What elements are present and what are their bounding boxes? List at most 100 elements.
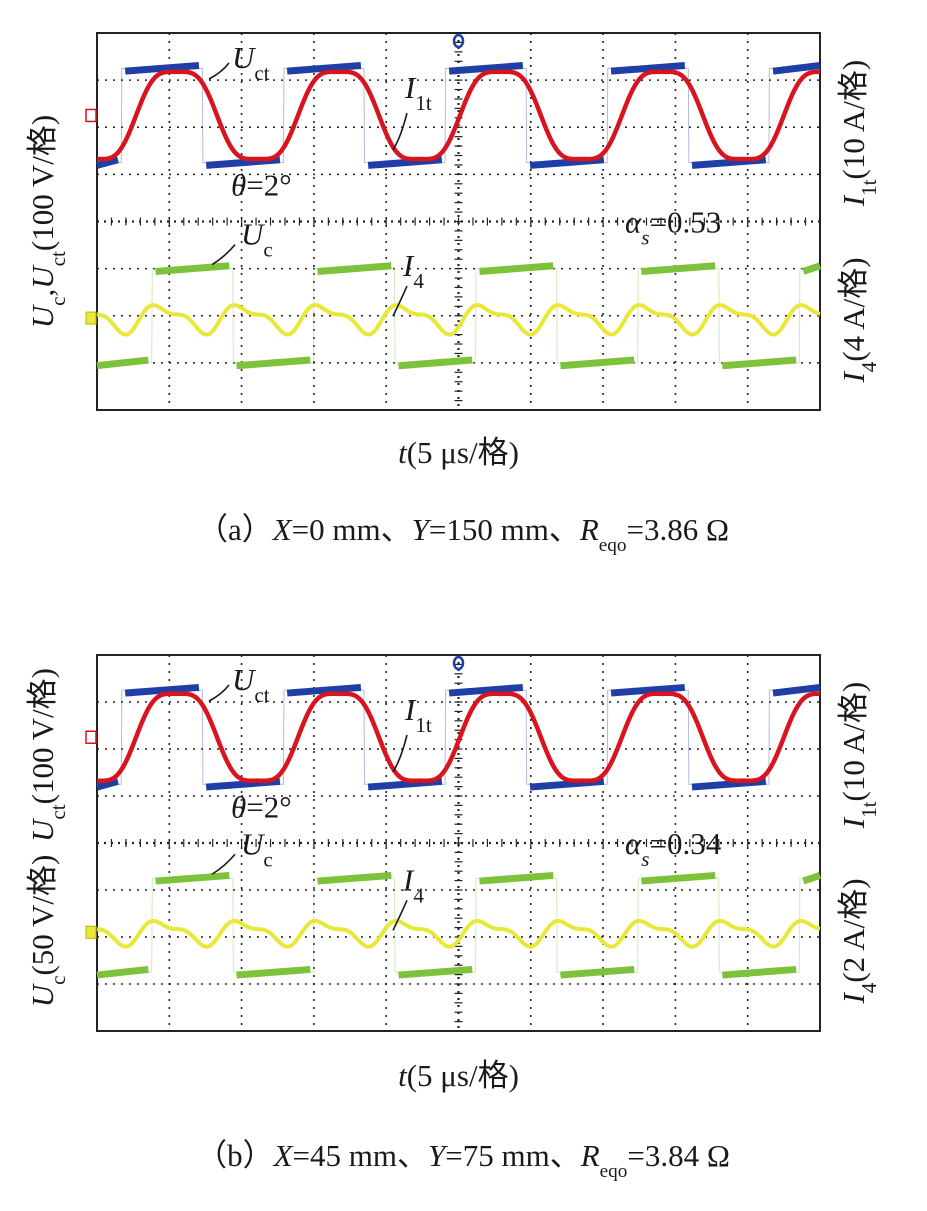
right-axis-label-upper: I1t(10 A/格): [836, 682, 881, 829]
right-axis-label-lower-part: (2 A/格): [836, 878, 871, 982]
trace-i1t: [95, 691, 822, 783]
label-i4: I4: [402, 862, 424, 907]
caption-part: =75 mm、: [445, 1138, 580, 1173]
trace-i4: [95, 303, 822, 337]
grid: [96, 654, 821, 1032]
caption-part: =3.84 Ω: [627, 1138, 730, 1173]
caption-part: X: [271, 512, 293, 547]
label-i4: I4: [402, 248, 424, 293]
label-uc-part: c: [263, 238, 272, 262]
caption-part: =150 mm、: [429, 512, 580, 547]
caption: （a）X=0 mm、Y=150 mm、Reqo=3.86 Ω: [197, 512, 729, 556]
left-axis-label: Uc,Uct(100 V/格): [25, 115, 70, 328]
alpha-subscript: s: [641, 226, 649, 250]
theta-symbol: θ: [231, 168, 246, 203]
alpha-subscript: s: [641, 847, 649, 871]
label-uct-part: ct: [254, 683, 269, 707]
caption-part: （a）: [197, 512, 273, 547]
left-axis-label-part: ,: [25, 289, 60, 297]
leader-uct: [208, 62, 230, 80]
label-uct-part: U: [232, 40, 257, 75]
label-i4-part: 4: [413, 883, 424, 907]
left-axis-label-upper: Uct(100 V/格): [25, 668, 70, 842]
right-axis-label-upper-part: 1t: [857, 179, 881, 196]
label-uct-part: ct: [254, 61, 269, 85]
channel-marker-red: [85, 108, 97, 123]
caption-part: =3.86 Ω: [627, 512, 730, 547]
right-axis-label-upper-part: I: [836, 816, 871, 829]
label-i1t-part: I: [404, 692, 417, 727]
theta-label: θ=2°: [231, 789, 292, 824]
right-axis-label-lower-part: (4 A/格): [836, 257, 871, 361]
label-uc: Uc: [241, 217, 273, 262]
alpha-label: αs=0.34: [625, 826, 722, 871]
theta-value: =2°: [246, 168, 291, 203]
channel-marker-yellow: [85, 311, 97, 325]
leader-i1t: [392, 734, 408, 773]
caption-part: =0 mm、: [292, 512, 412, 547]
right-axis-label-lower: I4(2 A/格): [836, 878, 881, 1004]
x-axis-unit: (5 μs/格): [407, 435, 519, 470]
trace-uc: [96, 262, 822, 370]
x-axis-label: t(5 μs/格): [398, 1058, 519, 1093]
right-axis-label-lower-part: I: [836, 992, 871, 1005]
trace-i4: [95, 918, 822, 949]
left-axis-label-part: U: [25, 264, 60, 289]
label-uc-part: U: [241, 826, 266, 861]
caption-part: X: [272, 1138, 294, 1173]
right-axis-label-upper-part: I: [836, 194, 871, 207]
alpha-symbol: α: [625, 826, 642, 861]
left-axis-label-part: c: [46, 296, 70, 305]
alpha-value: =0.34: [649, 826, 721, 861]
channel-marker-red: [85, 730, 97, 744]
left-axis-label-upper-part: ct: [46, 804, 70, 819]
caption-part: Y: [428, 1138, 448, 1173]
right-axis-label-upper-part: (10 A/格): [836, 60, 871, 180]
leader-uc: [211, 853, 236, 875]
left-axis-label-upper-part: U: [25, 817, 60, 842]
right-axis-label-lower-part: 4: [857, 982, 881, 993]
label-uc: Uc: [241, 826, 273, 871]
theta-value: =2°: [246, 789, 291, 824]
label-i4-part: I: [402, 248, 415, 283]
left-axis-label-part: ct: [46, 251, 70, 266]
label-i1t-part: I: [404, 70, 417, 105]
trace-i1t: [95, 69, 822, 162]
right-axis-label-upper: I1t(10 A/格): [836, 60, 881, 207]
label-i1t: I1t: [404, 70, 432, 115]
x-axis-var: t: [398, 1058, 408, 1093]
caption-part: R: [579, 512, 599, 547]
right-axis-label-upper-part: (10 A/格): [836, 682, 871, 802]
label-i1t-part: 1t: [415, 713, 432, 737]
alpha-symbol: α: [625, 205, 642, 240]
right-axis-label-lower-part: 4: [857, 361, 881, 372]
leader-i1t: [392, 112, 408, 151]
left-axis-label-part: (100 V/格): [25, 115, 60, 251]
caption-part: （b）: [196, 1138, 274, 1173]
right-axis-label-lower: I4(4 A/格): [836, 257, 881, 383]
caption-part: R: [580, 1138, 600, 1173]
trace-uct: [96, 683, 821, 791]
theta-label: θ=2°: [231, 168, 292, 203]
leader-i4: [392, 285, 408, 317]
caption-part: Y: [412, 512, 432, 547]
label-uc-part: U: [241, 217, 266, 252]
caption-part: eqo: [599, 535, 627, 556]
label-i4-part: 4: [413, 269, 424, 293]
label-uc-part: c: [263, 847, 272, 871]
trace-uct: [96, 62, 821, 169]
leader-uc: [211, 244, 236, 266]
left-axis-label-lower-part: U: [25, 982, 60, 1007]
x-axis-unit: (5 μs/格): [407, 1058, 519, 1093]
left-axis-label-lower: Uc(50 V/格): [25, 855, 70, 1008]
right-axis-label-lower-part: I: [836, 371, 871, 384]
trigger-marker: [452, 33, 465, 49]
label-i1t: I1t: [404, 692, 432, 737]
caption-part: =45 mm、: [293, 1138, 428, 1173]
alpha-label: αs=0.53: [625, 205, 721, 250]
label-i1t-part: 1t: [415, 91, 432, 115]
